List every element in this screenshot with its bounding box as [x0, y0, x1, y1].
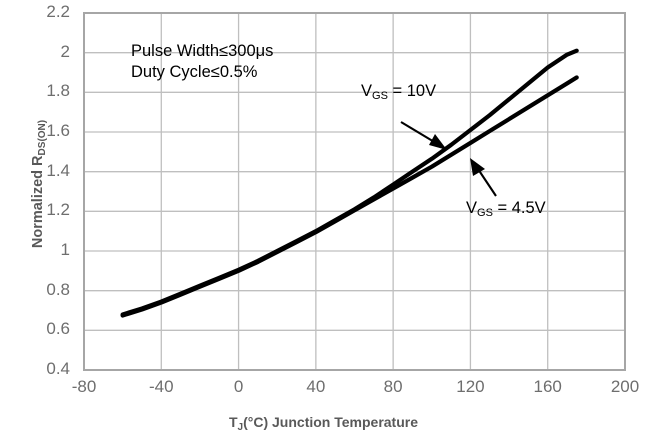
pulse-width-note: Pulse Width≤300μs — [131, 42, 274, 60]
y-axis-tick-label: 2.2 — [46, 2, 70, 21]
x-axis-tick-label: -40 — [148, 377, 174, 396]
x-axis-tick-label: 0 — [233, 377, 244, 396]
x-axis-title-rest: (°C) Junction Temperature — [243, 414, 419, 430]
vgs-10v-label-rest: = 10V — [387, 82, 437, 100]
vgs-45v-label: VGS = 4.5V — [466, 198, 546, 220]
vgs-10v-label-sub: GS — [372, 90, 388, 102]
x-axis-tick-label: 160 — [533, 377, 562, 396]
x-axis-tick-label: 120 — [456, 377, 485, 396]
vgs-45v-label-rest: = 4.5V — [492, 199, 546, 217]
x-axis-tick-label: 80 — [383, 377, 403, 396]
plot-area-background — [84, 13, 625, 370]
vgs-10v-arrow — [400, 121, 447, 150]
vgs-10v-label-prefix: V — [361, 82, 373, 100]
data-curve — [120, 75, 579, 318]
vgs-45v-arrow — [470, 158, 497, 197]
vgs-10v-label: VGS = 10V — [361, 81, 436, 103]
data-series-group — [120, 48, 579, 318]
y-axis-tick-label: 1.6 — [46, 121, 70, 140]
plot-background — [84, 13, 625, 370]
x-axis-title: TJ(°C) Junction Temperature — [0, 414, 647, 433]
vgs-45v-label-prefix: V — [466, 199, 478, 217]
y-axis-tick-label: 1.8 — [46, 81, 70, 101]
y-axis-tick-label: 0.4 — [46, 359, 70, 378]
plot-border — [83, 12, 626, 371]
x-axis-title-main: T — [228, 414, 238, 430]
duty-cycle-note: Duty Cycle≤0.5% — [131, 63, 258, 81]
vgs-45v-label-sub: GS — [477, 207, 493, 219]
x-axis-tick-label: 40 — [306, 377, 326, 396]
y-axis-tick-label: 0.6 — [46, 319, 70, 339]
x-axis-title-sub: J — [237, 422, 244, 433]
y-axis-tick-label: 2 — [60, 41, 70, 61]
vertical-gridlines — [160, 13, 549, 370]
y-axis-tick-label: 1 — [60, 240, 70, 259]
conditions-note-block: Pulse Width≤300μs Duty Cycle≤0.5% — [131, 41, 273, 83]
x-axis-tick-label: -80 — [71, 377, 97, 396]
x-axis-tick-label: 200 — [610, 377, 640, 396]
y-axis-tick-label: 1.2 — [46, 200, 70, 220]
y-axis-tick-label: 0.8 — [46, 279, 70, 299]
y-axis-tick-label: 1.4 — [46, 160, 70, 180]
